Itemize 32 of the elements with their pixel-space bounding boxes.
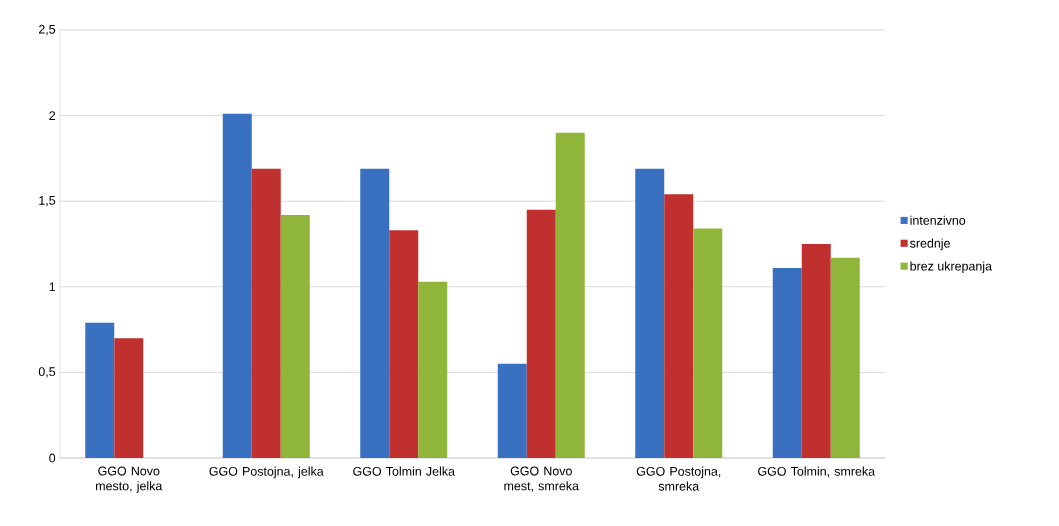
bar: [418, 281, 448, 458]
x-tick-label: GGO Postojna, smreka: [636, 466, 721, 491]
bar: [222, 113, 252, 458]
legend-label: brez ukrepanja: [910, 261, 992, 274]
bar: [693, 228, 723, 458]
x-tick-label: GGO Novo mesto, jelka: [96, 466, 163, 493]
bar: [280, 214, 310, 458]
bar: [801, 243, 831, 458]
y-tick-label: 2: [49, 111, 56, 120]
legend-label: srednje: [909, 238, 950, 251]
legend-label: intenzivno: [910, 215, 966, 225]
bar: [830, 257, 860, 458]
bar: [497, 363, 527, 458]
bar: [555, 132, 585, 458]
x-tick-label: GGO Tolmin, smreka: [758, 466, 876, 478]
bar: [114, 338, 144, 458]
bar: [360, 168, 390, 458]
bar: [772, 267, 802, 458]
bar: [389, 230, 419, 458]
bar: [664, 194, 694, 458]
x-tick-label: GGO Postojna, jelka: [209, 466, 324, 479]
bar: [251, 168, 281, 458]
x-tick-label: GGO Tolmin Jelka: [353, 466, 455, 476]
x-tick-label: GGO Novo mest, smreka: [504, 466, 579, 492]
y-tick-label: 1,5: [39, 196, 56, 207]
y-tick-label: 0: [49, 453, 56, 463]
y-tick-label: 2,5: [38, 24, 56, 36]
bar: [635, 168, 665, 458]
bar: [85, 322, 115, 458]
y-tick-label: 1: [49, 282, 56, 292]
bar: [526, 209, 556, 458]
y-tick-label: 0,5: [38, 367, 56, 378]
